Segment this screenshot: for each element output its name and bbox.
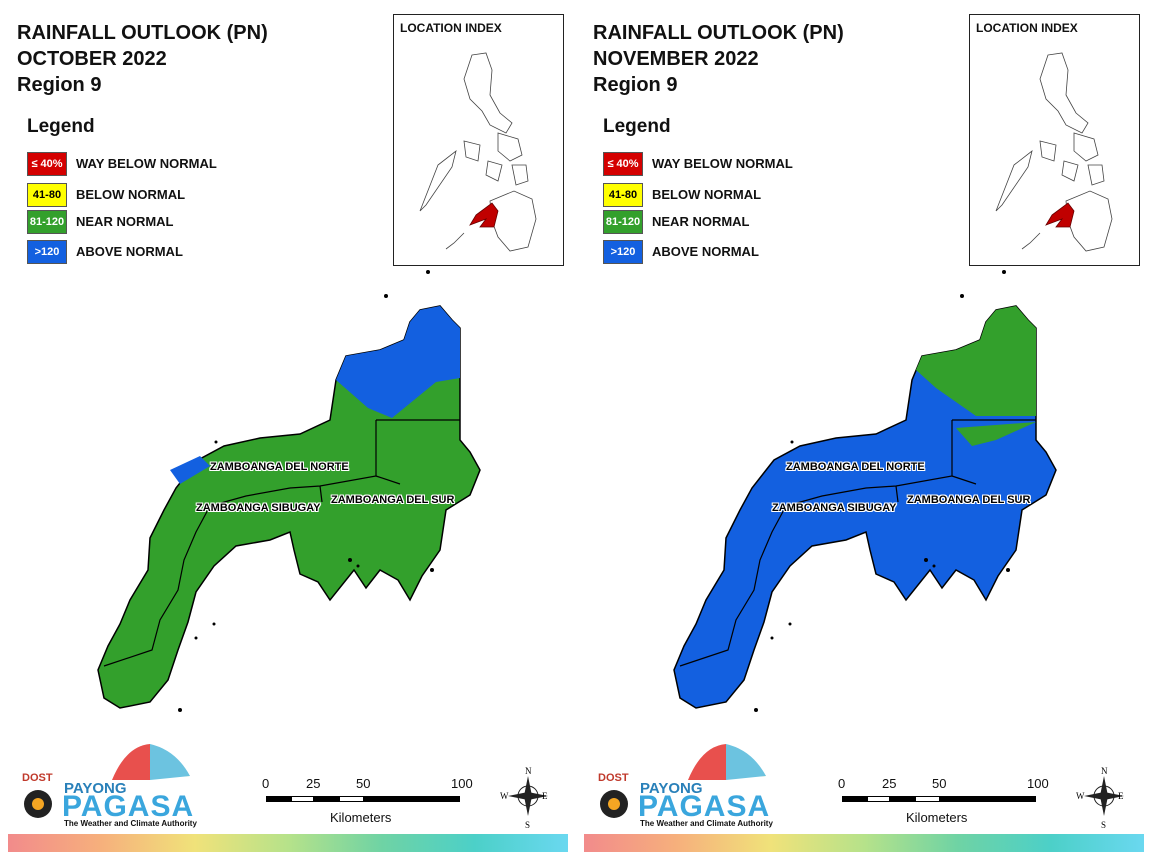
title-region: Region 9	[17, 74, 102, 96]
legend-label: BELOW NORMAL	[652, 187, 762, 202]
logo-tagline: The Weather and Climate Authority	[640, 819, 773, 828]
logo-tagline: The Weather and Climate Authority	[64, 819, 197, 828]
province-label-zamboanga-del-norte: ZAMBOANGA DEL NORTE	[210, 461, 349, 473]
legend-heading: Legend	[27, 116, 95, 137]
map-title: RAINFALL OUTLOOK (PN) NOVEMBER 2022 Regi…	[593, 20, 844, 98]
scale-tick: 50	[356, 776, 371, 791]
legend-label: ABOVE NORMAL	[652, 244, 759, 259]
scale-bar: 0 25 50 100 Kilometers	[838, 776, 1058, 826]
umbrella-icon	[24, 744, 190, 818]
near-normal-area	[916, 306, 1036, 416]
pagasa-logo: DOST PAYONG PAGASA The Weather and Clima…	[16, 740, 197, 830]
compass-e: E	[542, 791, 548, 801]
compass-rose-icon: N S W E	[500, 766, 548, 830]
legend-label: WAY BELOW NORMAL	[76, 156, 217, 171]
map-title: RAINFALL OUTLOOK (PN) OCTOBER 2022 Regio…	[17, 20, 268, 98]
logo-brand-2: PAGASA	[638, 790, 771, 823]
legend-swatch: >120	[603, 240, 643, 264]
title-month: OCTOBER 2022	[17, 48, 167, 70]
legend-swatch: >120	[27, 240, 67, 264]
scale-units: Kilometers	[906, 810, 968, 825]
compass-n: N	[525, 766, 532, 776]
legend-label: WAY BELOW NORMAL	[652, 156, 793, 171]
region-9-highlight	[1045, 202, 1075, 228]
scale-bar: 0 25 50 100 Kilometers	[262, 776, 482, 826]
legend-swatch: ≤ 40%	[603, 152, 643, 176]
province-label-zamboanga-sibugay: ZAMBOANGA SIBUGAY	[196, 502, 321, 514]
compass-rose-icon: N S W E	[1076, 766, 1124, 830]
compass-e: E	[1118, 791, 1124, 801]
logo-brand-1: PAYONG	[64, 780, 127, 797]
province-label-zamboanga-sibugay: ZAMBOANGA SIBUGAY	[772, 502, 897, 514]
province-label-zamboanga-del-sur: ZAMBOANGA DEL SUR	[331, 494, 455, 506]
legend-label: BELOW NORMAL	[76, 187, 186, 202]
scale-units: Kilometers	[330, 810, 392, 825]
scale-tick: 25	[306, 776, 321, 791]
scale-tick: 100	[1027, 776, 1049, 791]
compass-w: W	[500, 791, 509, 801]
pagasa-logo: DOST PAYONG PAGASA The Weather and Clima…	[592, 740, 773, 830]
philippines-outline	[995, 52, 1113, 252]
legend-heading: Legend	[603, 116, 671, 137]
above-normal-area	[673, 305, 1057, 709]
legend-label: NEAR NORMAL	[652, 214, 750, 229]
region-9-highlight	[469, 202, 499, 228]
umbrella-icon	[600, 744, 766, 818]
scale-tick: 50	[932, 776, 947, 791]
north-arrow: N S W E	[1076, 764, 1126, 830]
legend-swatch: 41-80	[603, 183, 643, 207]
legend-swatch: 41-80	[27, 183, 67, 207]
region-9-map	[673, 270, 1057, 712]
title-line-1: RAINFALL OUTLOOK (PN)	[593, 22, 844, 44]
title-line-1: RAINFALL OUTLOOK (PN)	[17, 22, 268, 44]
title-month: NOVEMBER 2022	[593, 48, 759, 70]
panel-october: RAINFALL OUTLOOK (PN) OCTOBER 2022 Regio…	[8, 14, 568, 852]
region-9-map	[97, 270, 481, 712]
panel-november: RAINFALL OUTLOOK (PN) NOVEMBER 2022 Regi…	[576, 0, 1152, 864]
above-normal-area-west	[170, 456, 210, 484]
location-index-map: LOCATION INDEX	[393, 14, 564, 266]
legend-swatch: 81-120	[603, 210, 643, 234]
north-arrow: N S W E	[500, 764, 550, 830]
logo-brand-2: PAGASA	[62, 790, 195, 823]
legend-swatch: ≤ 40%	[27, 152, 67, 176]
scale-tick: 0	[262, 776, 270, 791]
color-strip	[584, 834, 1144, 852]
compass-s: S	[525, 820, 530, 830]
compass-s: S	[1101, 820, 1106, 830]
compass-w: W	[1076, 791, 1085, 801]
location-index-title: LOCATION INDEX	[400, 21, 502, 35]
color-strip	[8, 834, 568, 852]
legend-label: NEAR NORMAL	[76, 214, 174, 229]
province-label-zamboanga-del-norte: ZAMBOANGA DEL NORTE	[786, 461, 925, 473]
philippines-outline	[419, 52, 537, 252]
location-index-map: LOCATION INDEX	[969, 14, 1140, 266]
province-label-zamboanga-del-sur: ZAMBOANGA DEL SUR	[907, 494, 1031, 506]
location-index-title: LOCATION INDEX	[976, 21, 1078, 35]
legend-label: ABOVE NORMAL	[76, 244, 183, 259]
near-normal-strip	[956, 422, 1036, 446]
scale-tick: 25	[882, 776, 897, 791]
logo-agency: DOST	[598, 772, 629, 784]
scale-tick: 0	[838, 776, 846, 791]
legend-swatch: 81-120	[27, 210, 67, 234]
scale-tick: 100	[451, 776, 473, 791]
logo-brand-1: PAYONG	[640, 780, 703, 797]
compass-n: N	[1101, 766, 1108, 776]
logo-agency: DOST	[22, 772, 53, 784]
above-normal-area	[336, 306, 460, 418]
title-region: Region 9	[593, 74, 678, 96]
